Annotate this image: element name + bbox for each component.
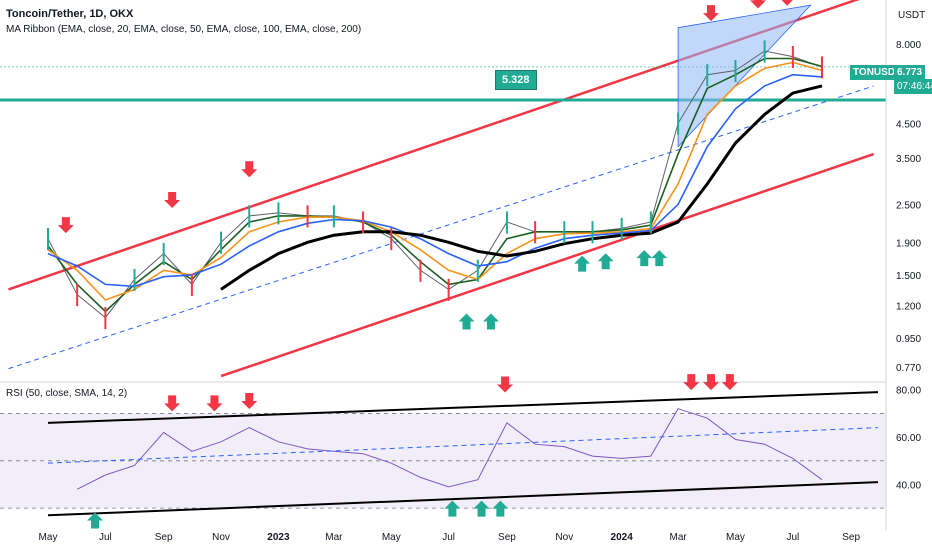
x-tick-label: Jul bbox=[786, 532, 799, 543]
axes: 8.0006.0004.5003.5002.5001.9001.5001.200… bbox=[39, 0, 921, 543]
rsi-tick-label: 40.00 bbox=[896, 480, 921, 491]
lower-channel-line bbox=[220, 152, 875, 378]
rsi-upper-trendline bbox=[47, 391, 879, 424]
buy-arrow bbox=[651, 250, 668, 267]
series-rsi bbox=[76, 408, 823, 490]
rsi-sell-arrow bbox=[164, 395, 181, 412]
x-tick-label: Mar bbox=[325, 532, 343, 543]
x-tick-label: Mar bbox=[669, 532, 687, 543]
price-tick-label: 1.900 bbox=[896, 238, 921, 249]
buy-arrow bbox=[636, 250, 653, 267]
series-ema-50 bbox=[47, 61, 823, 301]
rsi-sell-arrow bbox=[721, 374, 738, 391]
rsi-buy-arrow bbox=[444, 500, 461, 517]
rsi-lower-trendline bbox=[47, 481, 879, 517]
rsi-buy-arrow bbox=[473, 500, 490, 517]
last-price-tag: 6.773 bbox=[894, 65, 926, 80]
rsi-sell-arrow bbox=[703, 374, 720, 391]
sell-arrow bbox=[241, 161, 258, 178]
sell-arrow bbox=[164, 192, 181, 209]
x-tick-label: 2023 bbox=[267, 532, 290, 543]
buy-arrow bbox=[482, 313, 499, 330]
rsi-tick-label: 80.00 bbox=[896, 386, 921, 397]
sell-arrow bbox=[781, 0, 793, 6]
sell-arrow bbox=[750, 0, 767, 9]
x-tick-label: May bbox=[39, 532, 58, 543]
currency-label[interactable]: USDT bbox=[898, 10, 926, 21]
series-ema-200 bbox=[220, 84, 823, 291]
price-tick-label: 0.770 bbox=[896, 363, 921, 374]
symbol-tag: TONUSDT bbox=[850, 65, 905, 80]
rsi-mid-trendline bbox=[47, 427, 879, 464]
price-tick-label: 3.500 bbox=[896, 154, 921, 165]
rsi-sell-arrow bbox=[206, 395, 223, 412]
rsi-buy-arrow bbox=[87, 512, 104, 529]
buy-arrow bbox=[574, 255, 591, 272]
x-tick-label: May bbox=[726, 532, 745, 543]
price-tick-label: 4.500 bbox=[896, 119, 921, 130]
rsi-sell-arrow bbox=[241, 393, 258, 410]
sell-arrow bbox=[703, 5, 720, 22]
price-tick-label: 1.200 bbox=[896, 302, 921, 313]
price-pane bbox=[0, 0, 886, 383]
x-tick-label: May bbox=[382, 532, 401, 543]
x-tick-label: Nov bbox=[212, 532, 230, 543]
x-tick-label: 2024 bbox=[611, 532, 634, 543]
sell-arrow bbox=[57, 217, 74, 234]
price-tick-label: 8.000 bbox=[896, 40, 921, 51]
rsi-indicator-label: RSI (50, close, SMA, 14, 2) bbox=[6, 388, 128, 399]
rsi-tick-label: 60.00 bbox=[896, 433, 921, 444]
x-tick-label: Nov bbox=[555, 532, 573, 543]
x-tick-label: Sep bbox=[842, 532, 860, 543]
marks bbox=[57, 0, 793, 529]
level-callout: 5.328 bbox=[495, 70, 537, 90]
price-tick-label: 2.500 bbox=[896, 200, 921, 211]
rsi-sell-arrow bbox=[683, 374, 700, 391]
price-tick-label: 0.950 bbox=[896, 334, 921, 345]
x-tick-label: Sep bbox=[498, 532, 516, 543]
series-price bbox=[47, 50, 823, 319]
mid-channel-line bbox=[8, 85, 874, 370]
series-ema-100 bbox=[47, 73, 823, 288]
buy-arrow bbox=[597, 253, 614, 270]
indicator-label: MA Ribbon (EMA, close, 20, EMA, close, 5… bbox=[6, 24, 362, 35]
rsi-buy-arrow bbox=[492, 500, 509, 517]
x-tick-label: Jul bbox=[442, 532, 455, 543]
buy-arrow bbox=[458, 313, 475, 330]
x-tick-label: Jul bbox=[99, 532, 112, 543]
price-tick-label: 1.500 bbox=[896, 271, 921, 282]
rsi-pane bbox=[0, 385, 932, 520]
countdown-tag: 07:46:44 bbox=[894, 79, 932, 94]
chart-title: Toncoin/Tether, 1D, OKX bbox=[6, 8, 134, 20]
rsi-sell-arrow bbox=[497, 376, 514, 393]
series-ema-20 bbox=[47, 57, 823, 313]
x-tick-label: Sep bbox=[155, 532, 173, 543]
